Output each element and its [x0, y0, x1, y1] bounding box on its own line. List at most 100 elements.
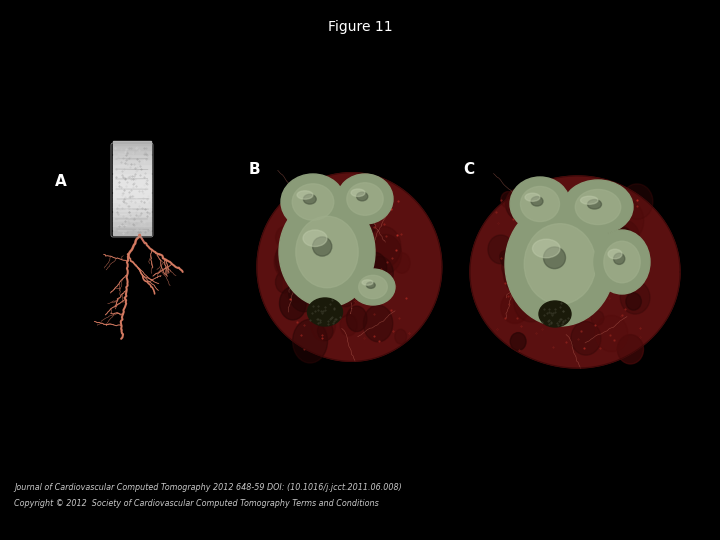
Ellipse shape: [364, 305, 393, 342]
Ellipse shape: [341, 269, 352, 282]
Polygon shape: [470, 176, 680, 368]
Ellipse shape: [510, 194, 534, 220]
Ellipse shape: [289, 273, 320, 312]
Bar: [113, 231, 151, 235]
Ellipse shape: [297, 191, 313, 199]
Ellipse shape: [505, 188, 534, 220]
Ellipse shape: [536, 241, 549, 257]
Bar: [113, 169, 151, 173]
Ellipse shape: [347, 183, 383, 215]
Ellipse shape: [366, 222, 375, 233]
Ellipse shape: [552, 276, 570, 296]
Ellipse shape: [510, 333, 526, 350]
Ellipse shape: [521, 186, 559, 221]
Ellipse shape: [525, 193, 540, 201]
Ellipse shape: [295, 209, 318, 237]
Ellipse shape: [620, 281, 650, 314]
Ellipse shape: [508, 250, 541, 287]
Ellipse shape: [292, 319, 328, 363]
Ellipse shape: [359, 275, 387, 299]
Ellipse shape: [283, 270, 309, 302]
Bar: [113, 226, 151, 230]
Ellipse shape: [518, 217, 528, 228]
Ellipse shape: [570, 204, 605, 243]
Ellipse shape: [588, 222, 608, 245]
Ellipse shape: [500, 292, 529, 323]
Ellipse shape: [298, 255, 319, 281]
Ellipse shape: [328, 287, 353, 318]
Ellipse shape: [610, 220, 639, 253]
Ellipse shape: [554, 254, 580, 284]
Ellipse shape: [539, 240, 560, 264]
Ellipse shape: [307, 298, 343, 326]
Ellipse shape: [368, 227, 401, 267]
Ellipse shape: [594, 230, 650, 294]
Text: Copyright © 2012  Society of Cardiovascular Computed Tomography Terms and Condit: Copyright © 2012 Society of Cardiovascul…: [14, 499, 379, 508]
Ellipse shape: [575, 190, 621, 225]
Ellipse shape: [549, 263, 588, 306]
Ellipse shape: [302, 249, 326, 279]
Ellipse shape: [303, 230, 327, 246]
Ellipse shape: [287, 237, 305, 259]
Ellipse shape: [563, 180, 633, 234]
Ellipse shape: [591, 311, 604, 325]
Ellipse shape: [544, 247, 565, 269]
Ellipse shape: [582, 191, 621, 234]
Bar: [113, 197, 151, 202]
Ellipse shape: [614, 195, 629, 212]
Ellipse shape: [356, 192, 368, 201]
Bar: [113, 207, 151, 211]
Bar: [113, 150, 151, 154]
Ellipse shape: [533, 239, 560, 258]
Bar: [113, 217, 151, 221]
Ellipse shape: [505, 202, 615, 326]
Bar: [113, 174, 151, 178]
Ellipse shape: [310, 198, 335, 230]
Ellipse shape: [604, 241, 640, 283]
Text: A: A: [55, 174, 67, 190]
Ellipse shape: [577, 232, 589, 244]
Text: Journal of Cardiovascular Computed Tomography 2012 648-59 DOI: (10.1016/j.jcct.2: Journal of Cardiovascular Computed Tomog…: [14, 483, 402, 492]
Ellipse shape: [510, 177, 570, 231]
Ellipse shape: [282, 248, 312, 285]
Ellipse shape: [366, 282, 375, 288]
Ellipse shape: [613, 253, 625, 265]
Ellipse shape: [352, 197, 377, 227]
Ellipse shape: [340, 314, 357, 336]
Ellipse shape: [604, 198, 644, 243]
Ellipse shape: [571, 321, 601, 355]
Ellipse shape: [311, 310, 336, 341]
Ellipse shape: [577, 264, 588, 276]
Ellipse shape: [296, 216, 359, 288]
Ellipse shape: [500, 251, 510, 262]
Ellipse shape: [346, 306, 367, 332]
Ellipse shape: [598, 207, 616, 227]
Ellipse shape: [348, 208, 358, 219]
Ellipse shape: [279, 287, 306, 320]
Ellipse shape: [370, 234, 402, 273]
Ellipse shape: [595, 315, 628, 352]
Bar: [113, 155, 151, 159]
Ellipse shape: [501, 192, 516, 208]
Bar: [113, 145, 151, 150]
Ellipse shape: [351, 269, 395, 305]
Text: C: C: [463, 163, 474, 178]
Bar: [113, 212, 151, 216]
Ellipse shape: [514, 283, 549, 322]
Ellipse shape: [395, 329, 407, 344]
Bar: [113, 183, 151, 187]
Ellipse shape: [281, 174, 345, 230]
Bar: [113, 159, 151, 164]
Ellipse shape: [621, 184, 653, 219]
Ellipse shape: [292, 235, 326, 278]
Ellipse shape: [362, 252, 387, 282]
Ellipse shape: [608, 249, 622, 259]
Ellipse shape: [612, 227, 632, 250]
Ellipse shape: [318, 321, 333, 341]
Polygon shape: [257, 173, 442, 361]
Bar: [113, 188, 151, 192]
Ellipse shape: [351, 238, 373, 265]
Ellipse shape: [366, 256, 393, 290]
Ellipse shape: [524, 224, 595, 305]
Ellipse shape: [611, 268, 624, 283]
